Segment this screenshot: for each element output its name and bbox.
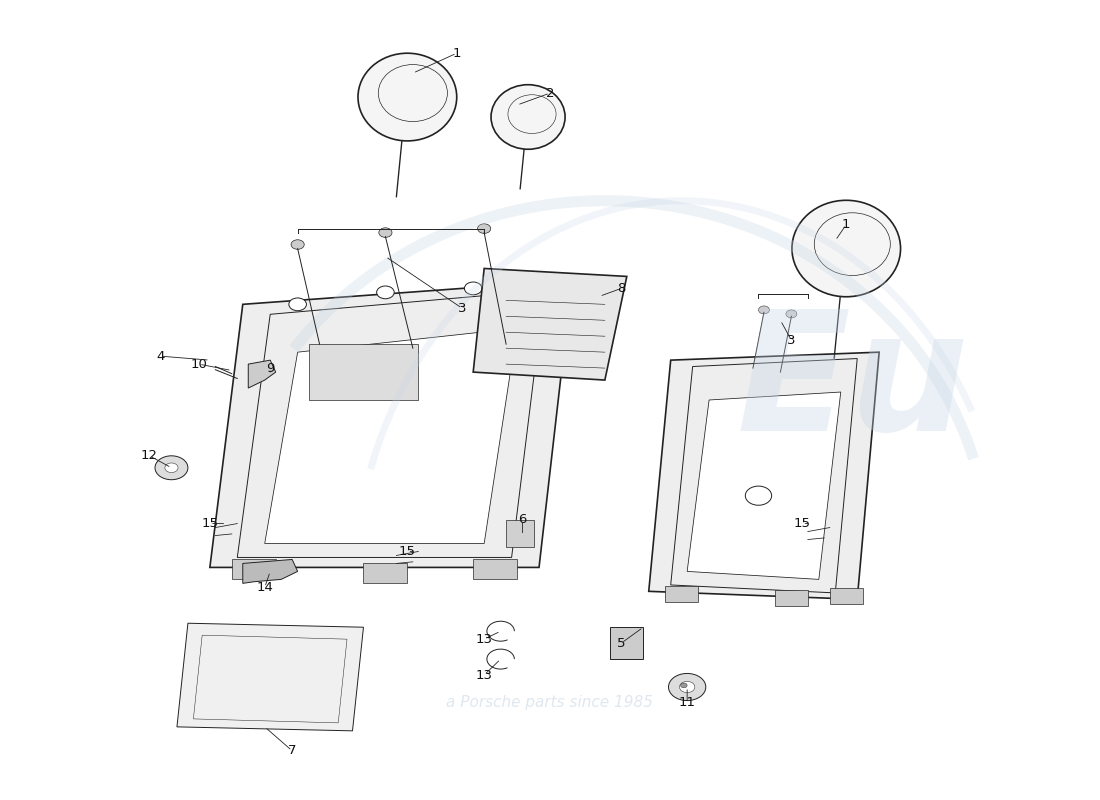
Circle shape bbox=[669, 674, 706, 701]
Polygon shape bbox=[265, 328, 517, 543]
FancyBboxPatch shape bbox=[506, 519, 534, 547]
Text: 10: 10 bbox=[190, 358, 207, 370]
FancyBboxPatch shape bbox=[774, 590, 807, 606]
Circle shape bbox=[746, 486, 771, 506]
Text: 13: 13 bbox=[475, 669, 493, 682]
Ellipse shape bbox=[491, 85, 565, 150]
FancyBboxPatch shape bbox=[610, 627, 643, 659]
Text: 15: 15 bbox=[399, 545, 416, 558]
Text: 12: 12 bbox=[141, 450, 158, 462]
Ellipse shape bbox=[792, 200, 901, 297]
Text: 8: 8 bbox=[617, 282, 626, 295]
Text: 3: 3 bbox=[788, 334, 795, 346]
Polygon shape bbox=[473, 269, 627, 380]
Text: a Porsche parts since 1985: a Porsche parts since 1985 bbox=[447, 695, 653, 710]
Ellipse shape bbox=[358, 54, 456, 141]
FancyBboxPatch shape bbox=[309, 344, 418, 400]
Text: 14: 14 bbox=[256, 581, 273, 594]
Polygon shape bbox=[243, 559, 298, 583]
Polygon shape bbox=[249, 360, 276, 388]
Circle shape bbox=[681, 683, 688, 688]
Polygon shape bbox=[649, 352, 879, 599]
Text: 2: 2 bbox=[546, 86, 554, 99]
Text: 4: 4 bbox=[156, 350, 165, 362]
Polygon shape bbox=[210, 281, 572, 567]
Circle shape bbox=[376, 286, 394, 298]
Polygon shape bbox=[688, 392, 840, 579]
Circle shape bbox=[785, 310, 796, 318]
Text: 9: 9 bbox=[266, 362, 274, 374]
FancyBboxPatch shape bbox=[473, 559, 517, 579]
FancyBboxPatch shape bbox=[232, 559, 276, 579]
Text: Eu: Eu bbox=[737, 302, 969, 466]
Text: 15: 15 bbox=[201, 517, 219, 530]
FancyBboxPatch shape bbox=[666, 586, 698, 602]
Circle shape bbox=[680, 682, 695, 693]
Circle shape bbox=[477, 224, 491, 234]
Circle shape bbox=[292, 240, 305, 250]
Circle shape bbox=[759, 306, 769, 314]
Text: 13: 13 bbox=[475, 633, 493, 646]
Text: 7: 7 bbox=[288, 744, 296, 758]
FancyBboxPatch shape bbox=[829, 588, 862, 604]
Text: 15: 15 bbox=[794, 517, 811, 530]
Circle shape bbox=[464, 282, 482, 294]
Circle shape bbox=[155, 456, 188, 480]
Text: 1: 1 bbox=[842, 218, 850, 231]
Text: 5: 5 bbox=[617, 637, 626, 650]
FancyBboxPatch shape bbox=[363, 563, 407, 583]
Polygon shape bbox=[177, 623, 363, 731]
Circle shape bbox=[289, 298, 307, 310]
Circle shape bbox=[378, 228, 392, 238]
Text: 3: 3 bbox=[458, 302, 466, 315]
Text: 11: 11 bbox=[679, 697, 695, 710]
Circle shape bbox=[165, 463, 178, 473]
Text: 6: 6 bbox=[518, 513, 527, 526]
Text: 1: 1 bbox=[452, 46, 461, 60]
